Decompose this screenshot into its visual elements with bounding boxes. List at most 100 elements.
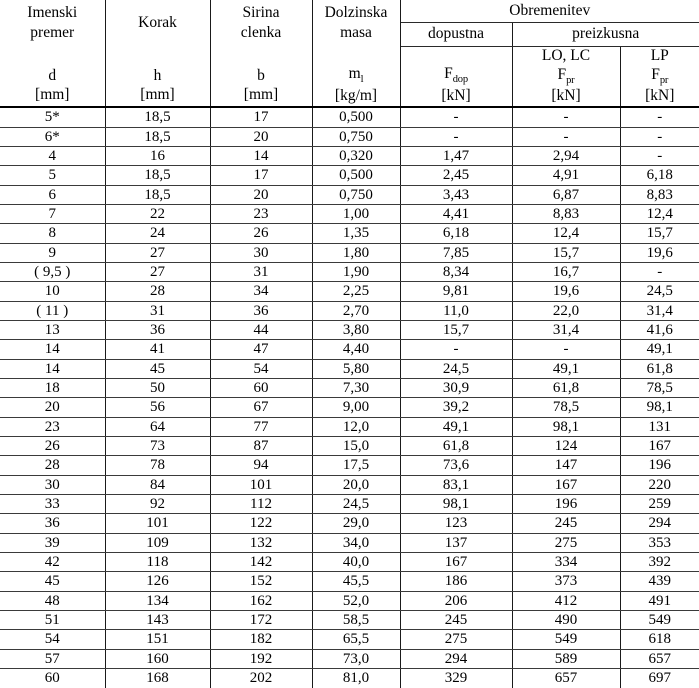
cell-nominal-diameter: 54 [0,630,105,649]
cell-load-test-lolc: 373 [512,572,620,591]
cell-load-test-lolc: 549 [512,630,620,649]
cell-link-width: 47 [210,340,312,359]
cell-pitch: 92 [105,495,210,514]
header-korak-line1: Korak [106,13,210,33]
cell-load-test-lolc: - [512,127,620,146]
cell-nominal-diameter: 13 [0,320,105,339]
cell-mass-per-length: 9,00 [312,398,400,417]
cell-link-width: 77 [210,417,312,436]
cell-load-test-lp: 41,6 [620,320,699,339]
table-sheet: Imenski premer Korak Sirina clenka Dolzi… [0,0,699,637]
cell-load-test-lolc: 4,91 [512,166,620,185]
cell-nominal-diameter: 23 [0,417,105,436]
cell-pitch: 118 [105,553,210,572]
cell-link-width: 112 [210,495,312,514]
cell-nominal-diameter: 30 [0,475,105,494]
symbol-d: d [48,67,56,84]
cell-load-allowable: 49,1 [400,417,512,436]
cell-load-test-lp: 31,4 [620,301,699,320]
cell-load-test-lp: 131 [620,417,699,436]
cell-load-test-lolc: 167 [512,475,620,494]
cell-load-allowable: 9,81 [400,282,512,301]
cell-link-width: 26 [210,224,312,243]
header-preizkusna: preizkusna [512,23,699,46]
cell-mass-per-length: 34,0 [312,533,400,552]
cell-pitch: 36 [105,320,210,339]
cell-load-allowable: 73,6 [400,456,512,475]
cell-load-test-lp: 19,6 [620,243,699,262]
cell-link-width: 54 [210,359,312,378]
cell-pitch: 101 [105,514,210,533]
cell-load-test-lp: 697 [620,669,699,688]
unit-ml: [kg/m] [313,87,400,106]
header-symbol-fpr-lp: LP Fpr [kN] [620,46,699,107]
cell-nominal-diameter: 36 [0,514,105,533]
symbol-h: h [154,67,162,84]
cell-load-test-lolc: 98,1 [512,417,620,436]
cell-load-allowable: 245 [400,611,512,630]
cell-link-width: 20 [210,185,312,204]
cell-nominal-diameter: 39 [0,533,105,552]
symbol-f-pr-lp-subscript: pr [660,75,668,86]
cell-load-test-lp: 392 [620,553,699,572]
cell-mass-per-length: 3,80 [312,320,400,339]
cell-load-test-lolc: 16,7 [512,262,620,281]
cell-load-test-lolc: 275 [512,533,620,552]
header-korak: Korak [105,0,210,46]
cell-pitch: 28 [105,282,210,301]
cell-pitch: 56 [105,398,210,417]
symbol-f-dop-subscript: dop [453,75,468,86]
symbol-b: b [257,67,265,84]
header-dopustna: dopustna [400,23,512,46]
cell-pitch: 31 [105,301,210,320]
cell-link-width: 20 [210,127,312,146]
cell-load-test-lp: 49,1 [620,340,699,359]
cell-load-test-lolc: 124 [512,437,620,456]
cell-load-allowable: 8,34 [400,262,512,281]
cell-link-width: 132 [210,533,312,552]
cell-nominal-diameter: ( 11 ) [0,301,105,320]
cell-mass-per-length: 7,30 [312,379,400,398]
cell-load-test-lp: 8,83 [620,185,699,204]
cell-load-allowable: 39,2 [400,398,512,417]
cell-link-width: 172 [210,611,312,630]
cell-load-test-lp: 196 [620,456,699,475]
cell-pitch: 16 [105,146,210,165]
header-imenski-premer-line2: premer [0,23,105,43]
cell-link-width: 142 [210,553,312,572]
cell-load-allowable: 11,0 [400,301,512,320]
cell-mass-per-length: 45,5 [312,572,400,591]
cell-load-test-lp: 15,7 [620,224,699,243]
cell-link-width: 152 [210,572,312,591]
cell-link-width: 67 [210,398,312,417]
cell-mass-per-length: 0,750 [312,185,400,204]
cell-load-test-lp: 618 [620,630,699,649]
cell-nominal-diameter: 9 [0,243,105,262]
cell-nominal-diameter: 14 [0,340,105,359]
cell-pitch: 27 [105,262,210,281]
cell-link-width: 23 [210,204,312,223]
cell-pitch: 143 [105,611,210,630]
cell-link-width: 30 [210,243,312,262]
cell-load-test-lolc: 31,4 [512,320,620,339]
cell-load-test-lolc: 657 [512,669,620,688]
unit-fpr-lolc: [kN] [513,87,620,105]
cell-pitch: 168 [105,669,210,688]
cell-load-allowable: 294 [400,649,512,668]
cell-load-allowable: 24,5 [400,359,512,378]
cell-link-width: 101 [210,475,312,494]
cell-pitch: 22 [105,204,210,223]
header-masa-line2: masa [313,23,400,43]
cell-nominal-diameter: 8 [0,224,105,243]
header-row-symbols: d [mm] h [mm] b [mm] ml [kg/m] [0,46,699,107]
cell-pitch: 126 [105,572,210,591]
cell-load-test-lp: 61,8 [620,359,699,378]
